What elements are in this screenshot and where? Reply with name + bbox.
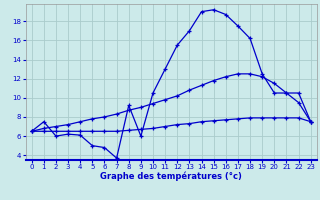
X-axis label: Graphe des températures (°c): Graphe des températures (°c) xyxy=(100,172,242,181)
